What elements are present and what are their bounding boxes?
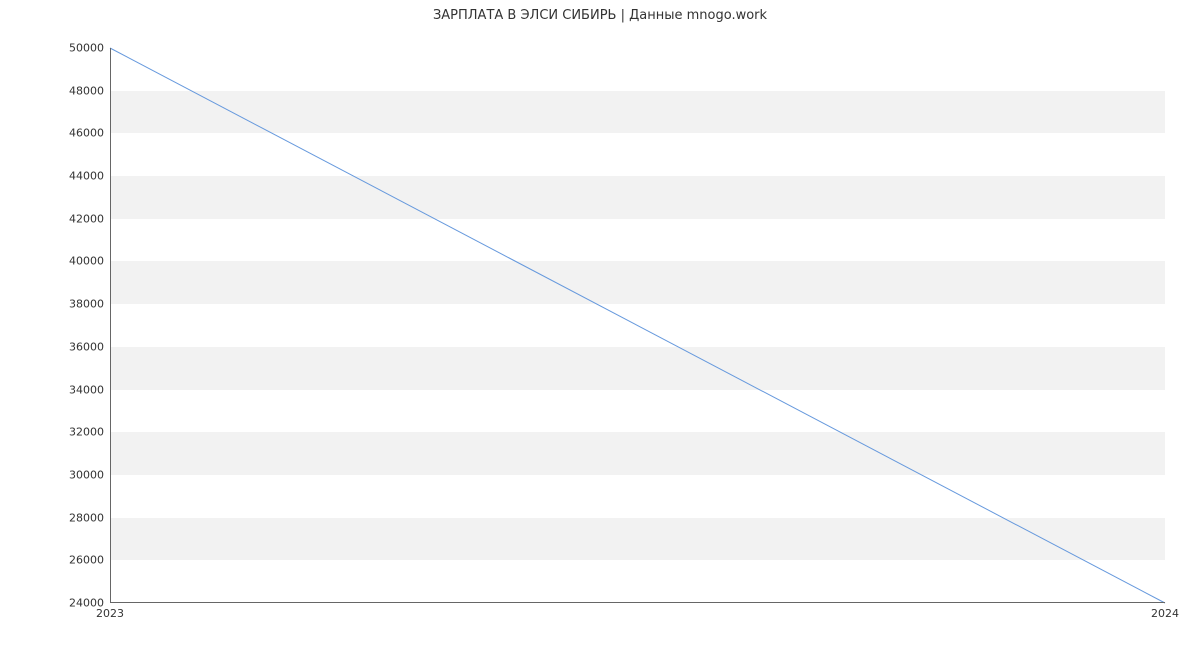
y-tick-label: 36000 bbox=[69, 340, 104, 353]
y-tick-label: 50000 bbox=[69, 42, 104, 55]
y-tick-label: 42000 bbox=[69, 212, 104, 225]
plot-area: 2400026000280003000032000340003600038000… bbox=[110, 48, 1165, 603]
x-tick-label: 2023 bbox=[96, 607, 124, 620]
series-line bbox=[110, 48, 1165, 603]
y-tick-label: 30000 bbox=[69, 468, 104, 481]
y-tick-label: 48000 bbox=[69, 84, 104, 97]
y-tick-label: 26000 bbox=[69, 554, 104, 567]
y-tick-label: 40000 bbox=[69, 255, 104, 268]
y-tick-label: 38000 bbox=[69, 298, 104, 311]
y-tick-label: 32000 bbox=[69, 426, 104, 439]
y-tick-label: 44000 bbox=[69, 170, 104, 183]
y-tick-label: 28000 bbox=[69, 511, 104, 524]
chart-title: ЗАРПЛАТА В ЭЛСИ СИБИРЬ | Данные mnogo.wo… bbox=[0, 8, 1200, 23]
x-tick-label: 2024 bbox=[1151, 607, 1179, 620]
y-tick-label: 46000 bbox=[69, 127, 104, 140]
y-tick-label: 34000 bbox=[69, 383, 104, 396]
